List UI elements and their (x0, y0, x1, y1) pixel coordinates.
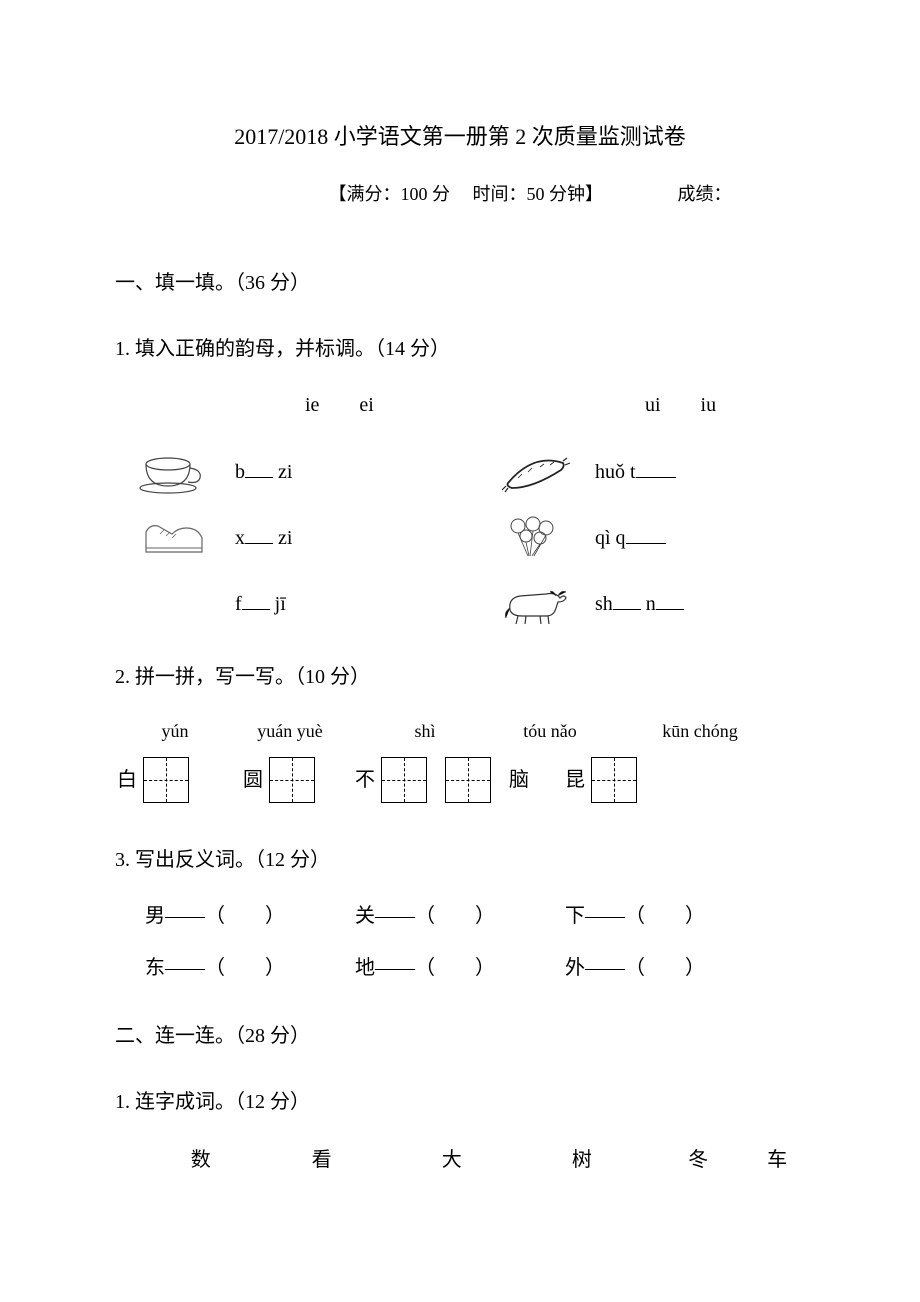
q2-label-1: 白 (117, 765, 137, 795)
q2-label-3: 不 (355, 765, 375, 795)
balloons-icon (475, 514, 595, 562)
q1-r3-right-pre: sh (595, 593, 613, 615)
q4-char: 看 (257, 1145, 387, 1175)
q2-pinyin-row: yún yuán yuè shì tóu nǎo kūn chóng (115, 718, 805, 745)
q4-char: 冬 (647, 1145, 749, 1175)
q2-label-6: 昆 (565, 765, 585, 795)
q1-r2-left-post: zi (273, 527, 292, 549)
q3-item[interactable]: 外——（ ） (565, 953, 775, 983)
q3-item[interactable]: 男——（ ） (145, 901, 355, 931)
buffalo-icon (475, 580, 595, 628)
q1-row-3: f jī sh n (115, 580, 805, 628)
q1-r3-left-post: jī (270, 593, 286, 615)
full-score: 【满分：100 分 (329, 184, 451, 204)
q1-row-2: x zi qì q (115, 514, 805, 562)
blank[interactable] (242, 592, 270, 610)
q4-char: 车 (749, 1145, 805, 1175)
q1-r2-right-pre: qì q (595, 527, 626, 549)
q1-r3-right-mid: n (641, 593, 656, 615)
score-label: 成绩： (678, 184, 732, 204)
char-box[interactable] (143, 757, 189, 803)
q2-pinyin-4: tóu nǎo (475, 718, 625, 745)
q4-char: 数 (145, 1145, 257, 1175)
exam-title: 2017/2018 小学语文第一册第 2 次质量监测试卷 (115, 120, 805, 153)
sausage-icon (475, 448, 595, 496)
cup-icon (115, 448, 235, 496)
section-2-header: 二、连一连。（28 分） (115, 1021, 805, 1051)
q2-label-5: 脑 (509, 765, 529, 795)
q1-r2-left-pre: x (235, 527, 245, 549)
q2-pinyin-1: yún (115, 718, 205, 745)
exam-subtitle: 【满分：100 分 时间：50 分钟】 成绩： (115, 181, 805, 208)
blank[interactable] (656, 592, 684, 610)
q3-item[interactable]: 东——（ ） (145, 953, 355, 983)
q2-boxes-row: 白 圆 不 脑 昆 (115, 757, 805, 803)
q1-header: 1. 填入正确的韵母，并标调。（14 分） (115, 334, 805, 364)
blank[interactable] (636, 460, 676, 478)
blank[interactable] (626, 526, 666, 544)
q3-header: 3. 写出反义词。（12 分） (115, 845, 805, 875)
q1-hint-left: ie ei (115, 390, 475, 420)
blank[interactable] (245, 526, 273, 544)
q1-r1-left-post: zi (273, 461, 292, 483)
q2-pinyin-5: kūn chóng (625, 718, 775, 745)
q4-row: 数 看 大 树 冬 车 (145, 1145, 805, 1175)
q2-header: 2. 拼一拼，写一写。（10 分） (115, 662, 805, 692)
shoe-icon (115, 514, 235, 562)
q1-hint-right: ui iu (475, 390, 716, 420)
q4-char: 大 (387, 1145, 517, 1175)
blank[interactable] (613, 592, 641, 610)
char-box[interactable] (445, 757, 491, 803)
q3-row-2: 东——（ ） 地——（ ） 外——（ ） (145, 953, 805, 983)
char-box[interactable] (381, 757, 427, 803)
q1-hints: ie ei ui iu (115, 390, 805, 420)
q1-r1-left-pre: b (235, 461, 245, 483)
q2-pinyin-3: shì (375, 718, 475, 745)
q3-item[interactable]: 下——（ ） (565, 901, 775, 931)
s2-q1-header: 1. 连字成词。（12 分） (115, 1087, 805, 1117)
q1-r3-left-pre: f (235, 593, 242, 615)
char-box[interactable] (269, 757, 315, 803)
q3-item[interactable]: 地——（ ） (355, 953, 565, 983)
q3-item[interactable]: 关——（ ） (355, 901, 565, 931)
q2-pinyin-2: yuán yuè (205, 718, 375, 745)
char-box[interactable] (591, 757, 637, 803)
time-limit: 时间：50 分钟】 (473, 184, 604, 204)
blank[interactable] (245, 460, 273, 478)
q1-r1-right-pre: huǒ t (595, 461, 636, 483)
q1-row-1: b zi huǒ t (115, 448, 805, 496)
q4-char: 树 (517, 1145, 647, 1175)
section-1-header: 一、填一填。（36 分） (115, 268, 805, 298)
q2-label-2: 圆 (243, 765, 263, 795)
q3-row-1: 男——（ ） 关——（ ） 下——（ ） (145, 901, 805, 931)
